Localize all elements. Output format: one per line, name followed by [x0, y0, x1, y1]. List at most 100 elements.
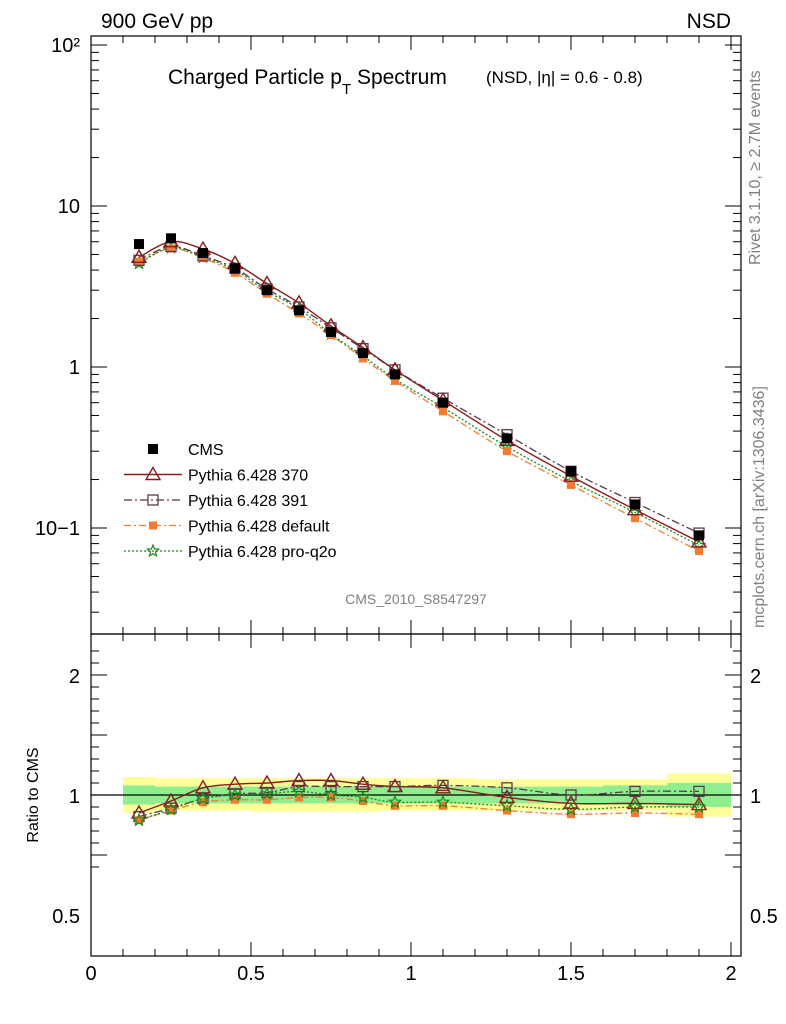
ratio-marker-pdefault — [391, 801, 399, 810]
ratio-marker-pdefault — [135, 816, 143, 825]
marker-p370 — [130, 248, 148, 264]
ratio-marker-pdefault — [567, 810, 575, 819]
marker-pdefault — [567, 480, 575, 489]
ytick-label-0.1: 10−1 — [35, 518, 80, 540]
marker-cms — [294, 305, 304, 316]
header-left: 900 GeV pp — [101, 10, 213, 33]
legend-label-pdefault: Pythia 6.428 default — [188, 519, 330, 536]
ratio-marker-p391 — [693, 785, 705, 798]
legend-marker-pdefault — [149, 521, 157, 530]
ratio-marker-p391 — [389, 780, 401, 793]
ytick-label-100: 10² — [51, 35, 80, 57]
ratio-marker-pdefault — [263, 795, 271, 804]
marker-cms — [390, 369, 400, 380]
ratio-marker-pdefault — [439, 801, 447, 810]
ratio-marker-pq2o — [259, 786, 275, 801]
ratio-ylabel: Ratio to CMS — [25, 747, 42, 842]
ratio-marker-pq2o — [435, 794, 451, 809]
marker-pdefault — [359, 354, 367, 363]
ratio-marker-pdefault — [695, 810, 703, 819]
ratio-marker-p391 — [565, 789, 577, 801]
legend-marker-cms — [148, 444, 158, 454]
axis-ticks — [90, 36, 741, 956]
header-right: NSD — [687, 10, 731, 33]
ytick-label-10: 10 — [58, 196, 80, 218]
ratio-ytick-label-2: 2 — [69, 666, 80, 688]
ratio-marker-pq2o — [691, 799, 707, 814]
ratio-marker-pq2o — [195, 790, 211, 805]
marker-cms — [438, 397, 448, 408]
ratio-marker-p370 — [354, 775, 372, 790]
marker-cms — [198, 248, 208, 259]
chart-title: Charged Particle pT Spectrum — [168, 66, 447, 98]
ratio-marker-p370 — [434, 779, 452, 794]
ratio-marker-pq2o — [355, 789, 371, 804]
ratio-marker-pq2o — [627, 799, 643, 814]
marker-cms — [326, 326, 336, 337]
xtick-label-1.5: 1.5 — [557, 963, 585, 985]
xtick-label-1: 1 — [405, 963, 416, 985]
line-p391 — [138, 245, 700, 534]
marker-pdefault — [503, 447, 511, 456]
rivet-label: Rivet 3.1.10, ≥ 2.7M events — [747, 70, 764, 265]
ratio-ytick-label-0.5: 0.5 — [52, 906, 80, 928]
ratio-marker-p391 — [325, 780, 337, 793]
marker-cms — [262, 285, 272, 296]
marker-cms — [630, 499, 640, 510]
xtick-label-0: 0 — [85, 963, 96, 985]
ratio-marker-p391 — [501, 782, 513, 794]
marker-cms — [134, 239, 144, 250]
legend-label-cms: CMS — [188, 442, 224, 459]
ratio-marker-pq2o — [323, 787, 339, 802]
ratio-marker-pdefault — [231, 795, 239, 804]
marker-cms — [502, 433, 512, 444]
legend-marker-p370 — [144, 466, 162, 481]
main-series-markers — [130, 233, 708, 555]
ratio-marker-p370 — [498, 789, 516, 804]
marker-pdefault — [695, 546, 703, 555]
ratio-marker-pdefault — [631, 809, 639, 817]
ratio-marker-pq2o — [291, 783, 307, 798]
ratio-marker-p370 — [562, 795, 580, 810]
ratio-marker-pq2o — [387, 794, 403, 809]
analysis-id: CMS_2010_S8547297 — [345, 591, 487, 607]
legend-label-p391: Pythia 6.428 391 — [188, 493, 308, 510]
marker-pdefault — [631, 514, 639, 523]
mcplots-label: mcplots.cern.ch [arXiv:1306.3436] — [751, 386, 768, 628]
legend-label-p370: Pythia 6.428 370 — [188, 468, 308, 485]
marker-pdefault — [391, 376, 399, 385]
marker-cms — [566, 466, 576, 477]
marker-pdefault — [167, 244, 175, 253]
ratio-marker-pq2o — [227, 787, 243, 802]
ratio-marker-pdefault — [295, 793, 303, 802]
ratio-series-markers — [130, 772, 708, 827]
legend: CMS Pythia 6.428 370 Pythia 6.428 391 Pythi… — [124, 442, 337, 561]
ratio-marker-p370 — [322, 772, 340, 787]
marker-p370 — [690, 533, 708, 548]
marker-cms — [166, 233, 176, 244]
ratio-marker-pq2o — [131, 812, 147, 827]
legend-marker-pq2o — [145, 543, 161, 558]
ratio-marker-pq2o — [563, 801, 579, 816]
ratio-marker-pq2o — [163, 801, 179, 816]
ytick-label-1: 1 — [69, 357, 80, 379]
legend-label-pq2o: Pythia 6.428 pro-q2o — [188, 544, 337, 561]
xtick-label-0.5: 0.5 — [237, 963, 265, 985]
marker-pq2o — [131, 255, 147, 270]
marker-p391 — [133, 254, 145, 266]
ratio-marker-p391 — [293, 780, 305, 793]
marker-cms — [694, 530, 704, 541]
marker-cms — [230, 263, 240, 274]
ratio-marker-pq2o — [499, 798, 515, 813]
chart-subtitle: (NSD, |η| = 0.6 - 0.8) — [486, 68, 643, 87]
ratio-marker-p391 — [629, 785, 641, 798]
marker-cms — [358, 348, 368, 359]
xtick-label-2: 2 — [725, 963, 736, 985]
marker-pdefault — [439, 407, 447, 416]
ratio-marker-p370 — [626, 795, 644, 810]
ratio-ytick-label-right-0.5: 0.5 — [750, 906, 778, 928]
ratio-ytick-label-1: 1 — [69, 786, 80, 808]
ratio-marker-pdefault — [199, 798, 207, 807]
legend-marker-p391 — [147, 494, 159, 506]
